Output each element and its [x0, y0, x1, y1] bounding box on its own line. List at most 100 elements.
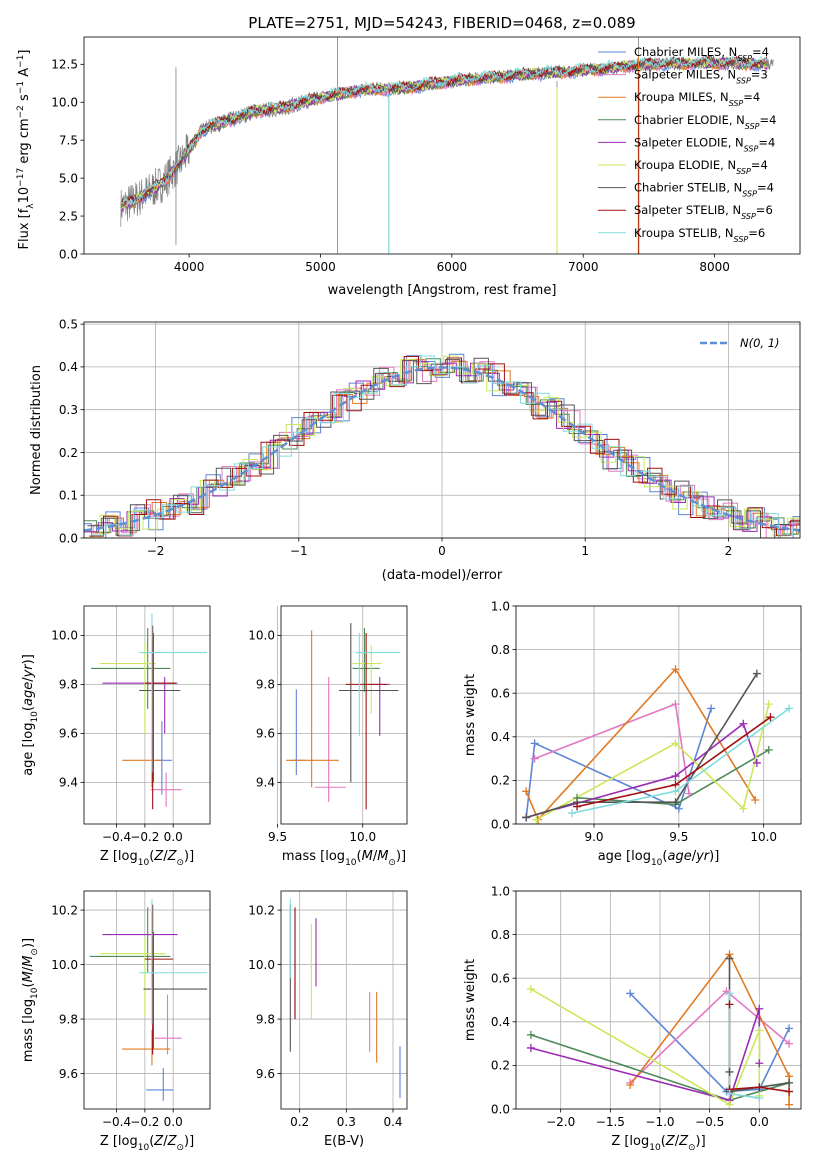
- x-tick-label: −0.4: [102, 830, 131, 844]
- legend-series-name: Kroupa ELODIE: [634, 158, 720, 172]
- x-axis-label: Z [log10(Z/Z⊙)]: [100, 1134, 194, 1153]
- legend-nssp-value: 4: [762, 45, 769, 59]
- label-part: ⊙: [688, 1143, 696, 1153]
- x-tick-label: −2.0: [546, 1115, 575, 1129]
- massweight-marker: [671, 787, 680, 796]
- x-tick-label: 0: [438, 544, 446, 558]
- y-tick-label: 0.8: [491, 643, 510, 657]
- axes-frame: [280, 890, 408, 1110]
- y-tick-label: 0.4: [491, 730, 510, 744]
- massweight-marker: [764, 745, 773, 754]
- plot-area: [91, 613, 208, 810]
- x-tick-label: 0.3: [337, 1115, 356, 1129]
- y-tick-label: 0.4: [491, 1015, 510, 1029]
- massweight-line: [728, 993, 760, 1099]
- y-tick-label: 0.3: [59, 403, 78, 417]
- normal-distribution-curve: [84, 366, 800, 532]
- residual-histogram-step: [90, 355, 800, 536]
- x-tick-label: −0.4: [102, 1115, 131, 1129]
- legend-series-name: Kroupa STELIB: [634, 226, 718, 240]
- plot-area: [84, 353, 800, 538]
- label-part: Z [log: [611, 1134, 649, 1149]
- y-axis-label: mass [log10(M/M⊙)]: [21, 938, 40, 1062]
- label-part: A: [17, 68, 32, 81]
- label-part: )]: [709, 849, 719, 864]
- label-part: )]: [21, 938, 36, 948]
- x-tick-label: −1.5: [596, 1115, 625, 1129]
- legend-nssp-sub: SSP: [729, 99, 744, 108]
- label-part: age: [667, 849, 691, 864]
- x-tick-label: 10.0: [349, 830, 376, 844]
- massweight-marker: [785, 1100, 794, 1109]
- massweight-marker: [567, 809, 576, 818]
- label-part: yr: [695, 849, 711, 864]
- x-tick-label: 2: [725, 544, 733, 558]
- label-part: λ: [26, 203, 36, 209]
- y-tick-label: 0.6: [491, 687, 510, 701]
- x-tick-label: 5000: [305, 260, 336, 274]
- massweight-marker: [526, 1030, 535, 1039]
- y-axis-label: age [log10(age/yr)]: [21, 654, 40, 776]
- label-part: 10: [345, 858, 357, 868]
- y-tick-label: 0.5: [59, 317, 78, 331]
- residuals-panel: −2 −1 0 1 2 0.0 0.1 0.2 0.3 0.4 0.5 N(0, 1) (data-mo…: [29, 317, 801, 583]
- label-part: mass [log: [21, 999, 36, 1062]
- y-tick-label: 0.2: [491, 1059, 510, 1073]
- x-tick-label: 0.0: [164, 830, 183, 844]
- label-part: E(B-V): [324, 1134, 364, 1149]
- x-tick-label: −1.0: [645, 1115, 674, 1129]
- label-part: (: [357, 849, 362, 864]
- massweight-line: [530, 1008, 761, 1102]
- massweight-marker: [530, 739, 539, 748]
- x-axis-label: Z [log10(Z/Z⊙)]: [611, 1134, 705, 1153]
- y-tick-label: 1.0: [491, 884, 510, 898]
- legend-nssp-sub: SSP: [736, 76, 751, 85]
- legend-series-name: Chabrier MILES: [634, 45, 721, 59]
- model-fit-line: [120, 55, 768, 206]
- legend-nssp-value: 4: [769, 113, 776, 127]
- label-part: −2: [16, 105, 26, 118]
- legend-series-name: Salpeter ELODIE: [634, 135, 728, 149]
- x-tick-label: 0.4: [383, 1115, 402, 1129]
- mass-vs-metallicity-panel: −0.4 −0.2 0.09.69.810.010.2Z [log10(Z/Z⊙)]…: [21, 890, 211, 1153]
- legend-nssp-eq: =: [757, 181, 767, 195]
- legend-nssp-value: 4: [767, 181, 774, 195]
- y-tick-label: 9.8: [59, 1012, 78, 1026]
- label-part: /: [163, 1134, 168, 1149]
- label-part: age [log: [598, 849, 651, 864]
- x-axis-label: age [log10(age/yr)]: [598, 849, 720, 868]
- label-part: )]: [184, 1134, 194, 1149]
- residual-histogram-step: [87, 357, 800, 538]
- label-part: mass [log: [282, 849, 345, 864]
- massweight-marker: [785, 1039, 794, 1048]
- massweight-marker: [755, 1004, 764, 1013]
- y-axis-label: mass weight: [463, 959, 478, 1041]
- label-part: s: [17, 94, 32, 105]
- legend-entry: N(0, 1): [740, 336, 780, 350]
- legend-entry: Chabrier ELODIE, NSSP=4: [634, 113, 776, 131]
- massweight-line: [525, 667, 756, 822]
- legend-nssp-sub: SSP: [744, 144, 759, 153]
- spectrum-panel: 4000 5000 6000 7000 8000 0.0 2.5 5.0 7.5 10.0 12.5…: [16, 36, 801, 298]
- massweight-vs-metallicity-panel: −2.0 −1.5 −1.0 −0.5 0.0 0.0 0.2 0.4 0.6 0.8 1.0 Z […: [463, 884, 802, 1153]
- x-tick-label: 7000: [568, 260, 599, 274]
- legend-nssp-label: , N: [729, 113, 745, 127]
- x-tick-label: 4000: [174, 260, 205, 274]
- label-part: age [log: [21, 723, 36, 776]
- legend-entry: Kroupa STELIB, NSSP=6: [634, 226, 765, 244]
- massweight-marker: [674, 804, 683, 813]
- label-part: (: [21, 982, 36, 987]
- massweight-marker: [739, 804, 748, 813]
- chart-title: PLATE=2751, MJD=54243, FIBERID=0468, z=0…: [248, 14, 635, 32]
- y-tick-label: 10.0: [51, 96, 78, 110]
- legend-nssp-eq: =: [748, 226, 758, 240]
- x-axis-label: Z [log10(Z/Z⊙)]: [100, 849, 194, 868]
- y-tick-label: 12.5: [51, 58, 78, 72]
- x-tick-label: 9.0: [584, 830, 603, 844]
- x-axis-label: mass [log10(M/M⊙)]: [282, 849, 406, 868]
- label-part: M: [21, 956, 36, 967]
- massweight-marker: [725, 989, 734, 998]
- y-tick-label: 10.0: [248, 958, 275, 972]
- massweight-marker: [522, 787, 531, 796]
